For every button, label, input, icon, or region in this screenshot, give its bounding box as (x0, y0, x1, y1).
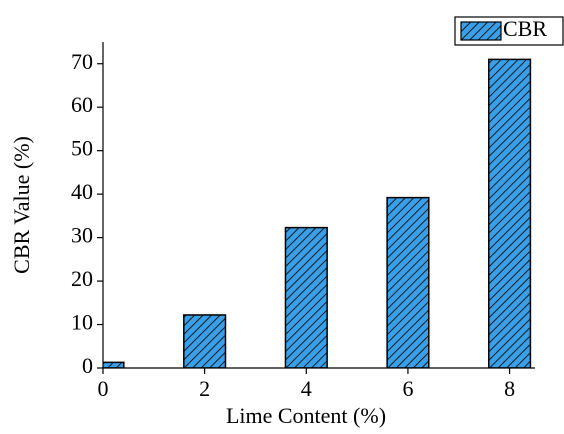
x-tick-label: 8 (504, 376, 515, 401)
y-tick-label: 40 (71, 179, 93, 204)
y-tick-label: 60 (71, 92, 93, 117)
y-tick-label: 30 (71, 223, 93, 248)
x-axis-label: Lime Content (%) (226, 403, 386, 428)
y-tick-label: 0 (82, 353, 93, 378)
x-tick-label: 2 (199, 376, 210, 401)
y-tick-label: 10 (71, 310, 93, 335)
bar (488, 58, 532, 368)
bar (103, 361, 125, 368)
bar (284, 226, 328, 368)
legend: CBR (454, 16, 564, 46)
x-tick-label: 4 (301, 376, 312, 401)
bar (386, 196, 430, 368)
y-axis-label: CBR Value (%) (9, 136, 34, 274)
y-tick-label: 20 (71, 266, 93, 291)
legend-label: CBR (503, 16, 547, 41)
y-tick-label: 50 (71, 136, 93, 161)
x-tick-label: 6 (402, 376, 413, 401)
plot-area (103, 58, 532, 368)
y-tick-label: 70 (71, 49, 93, 74)
bar (183, 314, 227, 368)
x-tick-label: 0 (98, 376, 109, 401)
legend-swatch (460, 21, 502, 41)
